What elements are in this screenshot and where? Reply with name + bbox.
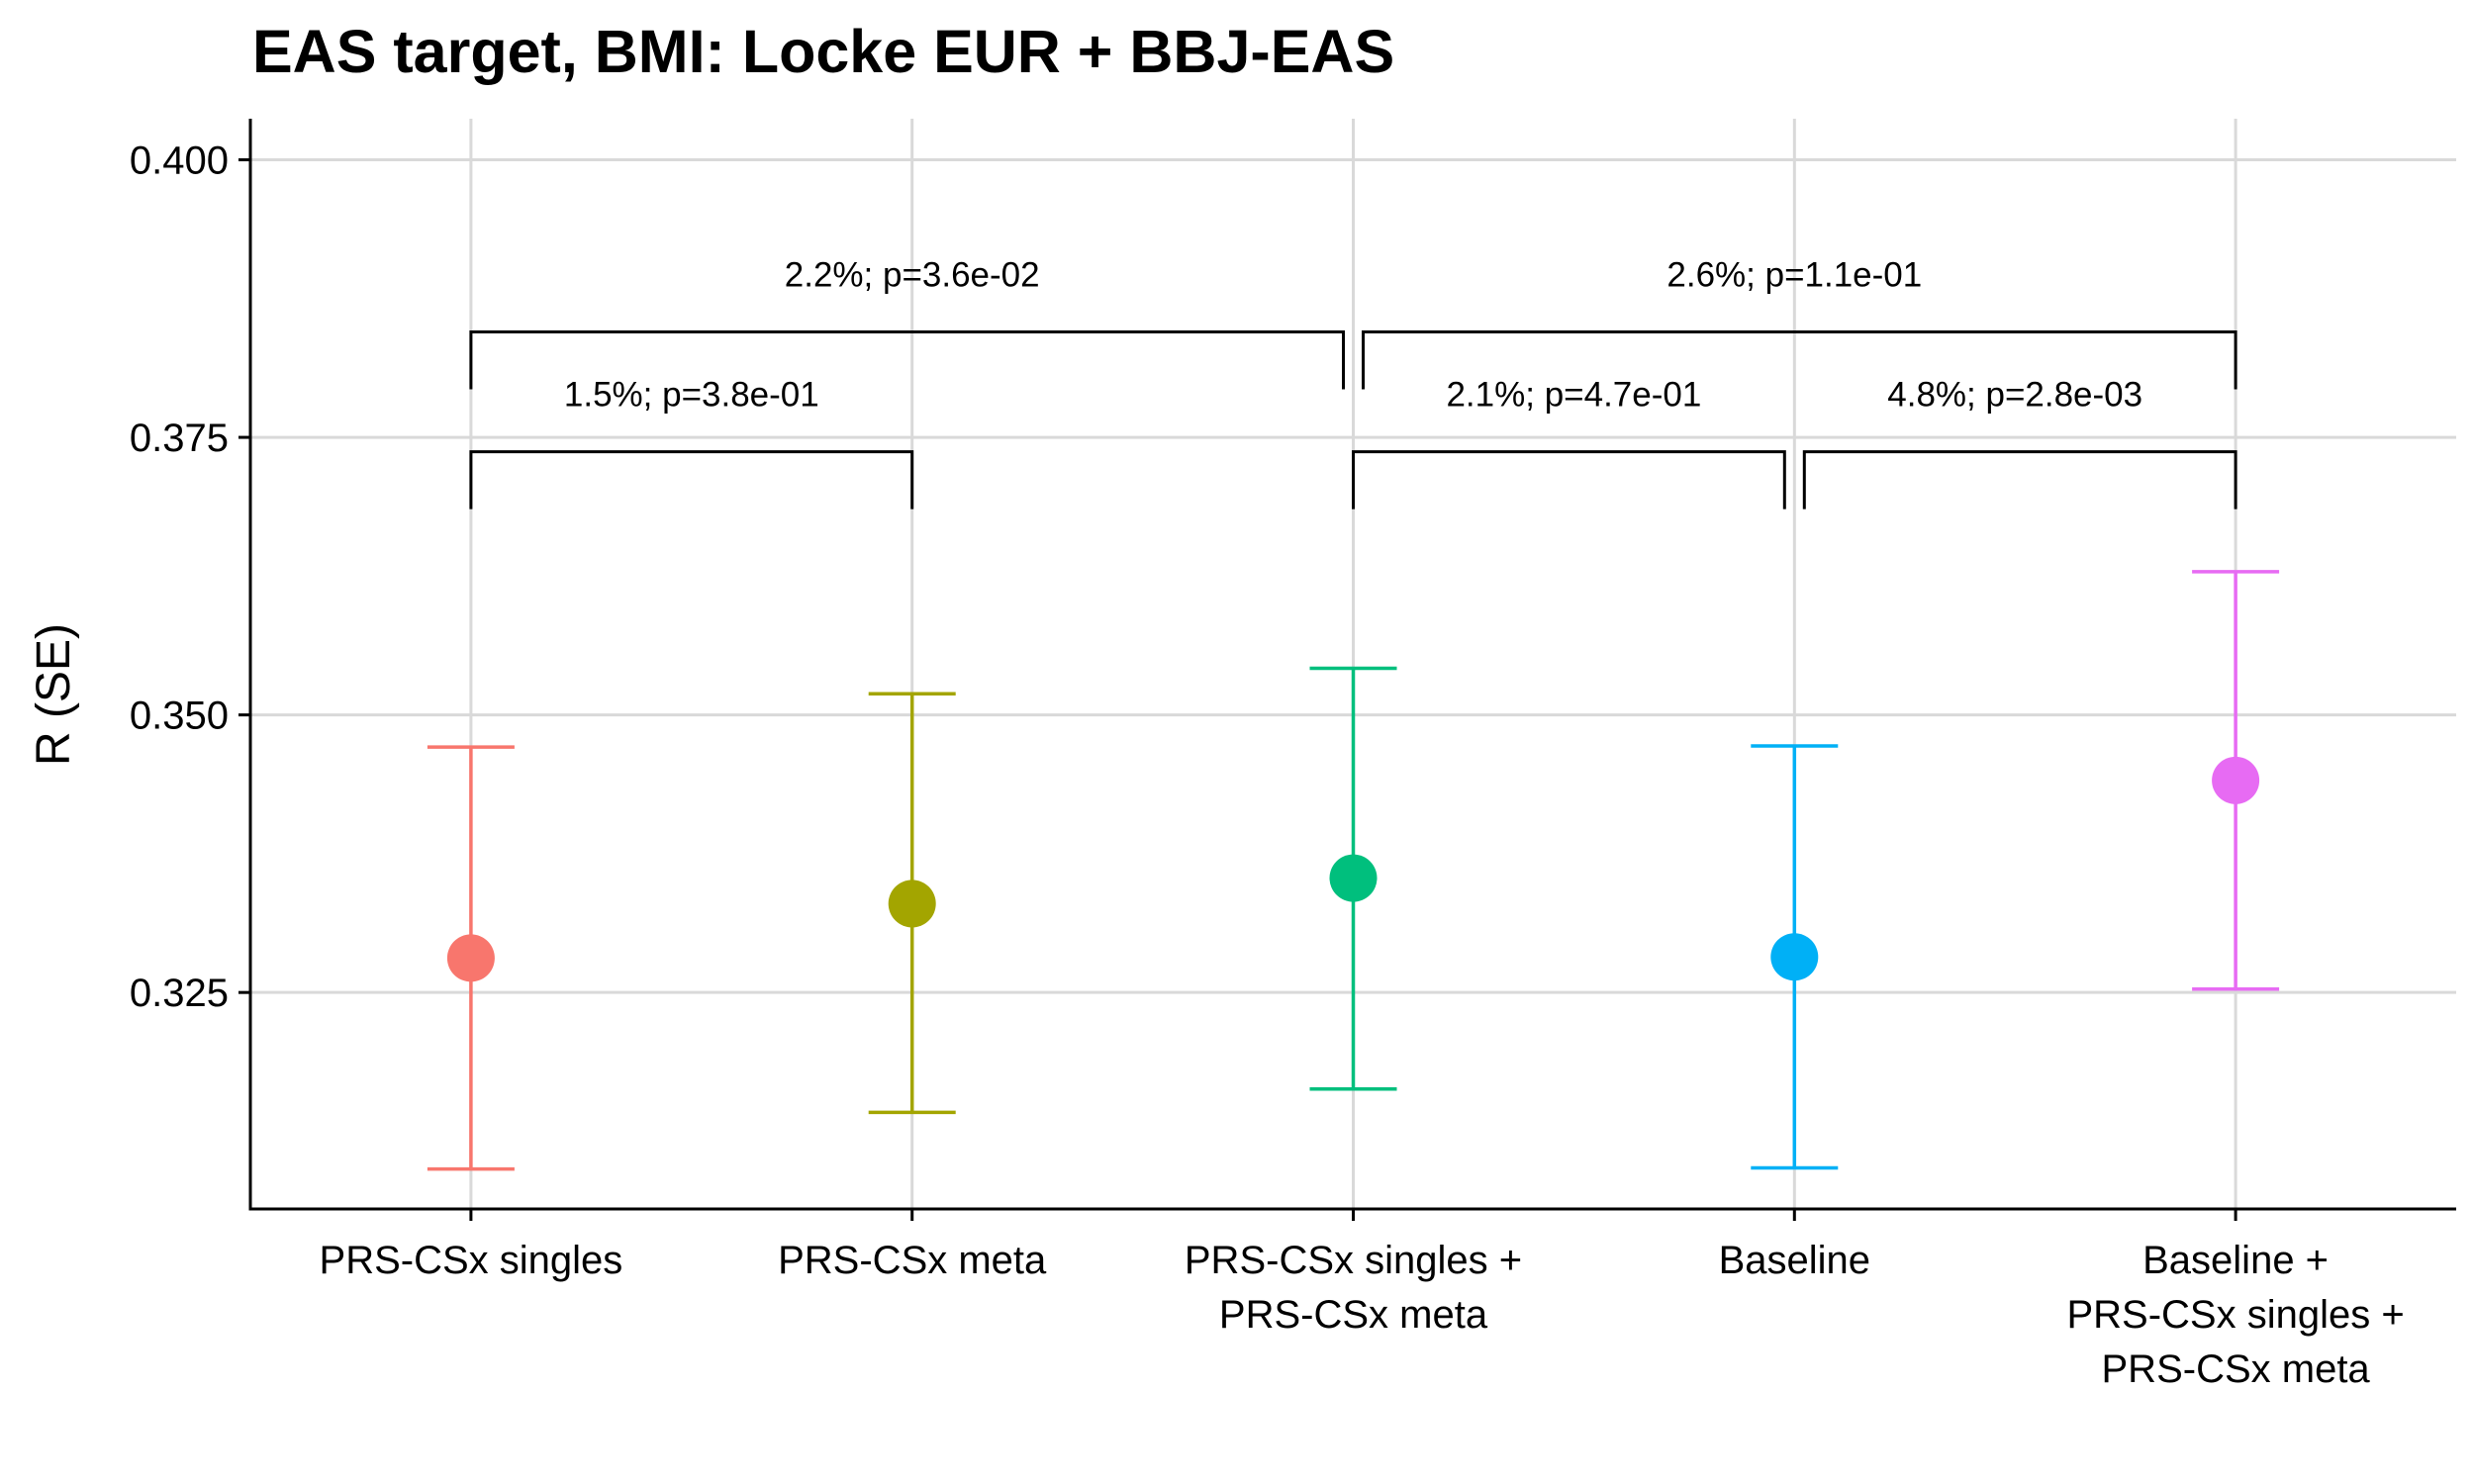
points: [446, 756, 2260, 982]
y-axis-label: R (SE): [28, 623, 80, 766]
axes: [238, 119, 2456, 1221]
comparison-label: 1.5%; p=3.8e-01: [564, 376, 819, 415]
labels: 0.325 0.350 0.375 0.400 PRS-CSx singles PRS-C…: [130, 139, 2405, 1391]
x-tick-label: PRS-CSx meta: [1219, 1293, 1488, 1337]
x-tick-label: PRS-CSx meta: [778, 1239, 1047, 1282]
x-tick-label: Baseline: [1719, 1239, 1870, 1282]
comparison-label: 2.6%; p=1.1e-01: [1666, 255, 1922, 294]
x-tick-label: PRS-CSx meta: [2102, 1347, 2371, 1391]
comparison-bracket: [469, 450, 914, 510]
y-tick-label: 0.350: [130, 695, 229, 738]
data-point: [1770, 933, 1819, 981]
x-tick-label: PRS-CSx singles +: [1185, 1239, 1522, 1282]
data-point: [2212, 756, 2260, 804]
y-tick-label: 0.325: [130, 972, 229, 1015]
comparison-bracket: [469, 329, 1345, 390]
data-point: [1329, 854, 1378, 902]
x-tick-label: PRS-CSx singles: [320, 1239, 623, 1282]
comparison-label: 2.1%; p=4.7e-01: [1446, 376, 1701, 415]
x-tick-label: PRS-CSx singles +: [2066, 1293, 2404, 1337]
comparison-bracket: [1352, 450, 1786, 510]
comparison-bracket: [1362, 329, 2237, 390]
comparison-label: 4.8%; p=2.8e-03: [1887, 376, 2142, 415]
data-point: [446, 934, 495, 982]
comparison-brackets: 2.2%; p=3.6e-02 2.6%; p=1.1e-01 1.5%; p=3.…: [469, 255, 2237, 510]
comparison-bracket: [1802, 450, 2237, 510]
comparison-label: 2.2%; p=3.6e-02: [785, 255, 1040, 294]
chart-title: EAS target, BMI: Locke EUR + BBJ-EAS: [252, 18, 1394, 85]
y-tick-label: 0.375: [130, 417, 229, 460]
data-point: [888, 880, 936, 928]
y-tick-label: 0.400: [130, 139, 229, 183]
x-tick-label: Baseline +: [2142, 1239, 2329, 1282]
